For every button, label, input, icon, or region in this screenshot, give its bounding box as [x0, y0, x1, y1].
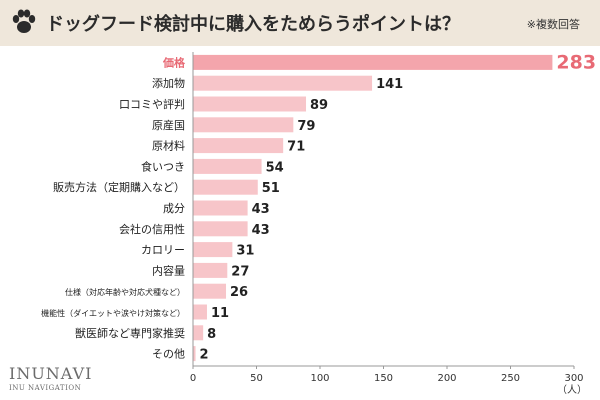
value-label-6: 54: [266, 160, 284, 175]
x-tick-label-0: 0: [190, 373, 196, 384]
brand-logo: INUNAVI INU NAVIGATION: [9, 364, 93, 393]
value-label-12: 26: [230, 285, 248, 300]
value-label-14: 8: [207, 327, 216, 342]
category-label-5: 原材料: [152, 139, 185, 153]
value-label-7: 51: [262, 181, 280, 196]
category-label-1: 価格: [162, 55, 186, 69]
chart-title: ドッグフード検討中に購入をためらうポイントは？: [46, 14, 460, 35]
bar-15: [193, 346, 196, 362]
bar-14: [193, 325, 204, 341]
bar-7: [193, 179, 258, 195]
value-label-8: 43: [252, 202, 270, 217]
bar-13: [193, 304, 207, 320]
header-bar: ドッグフード検討中に購入をためらうポイントは？ ※複数回答: [0, 0, 600, 46]
bar-6: [193, 158, 262, 174]
category-label-15: その他: [152, 348, 185, 361]
bar-1: [193, 54, 553, 70]
x-tick-label-150: 150: [374, 373, 393, 384]
bar-3: [193, 96, 307, 112]
category-label-4: 原産国: [152, 119, 185, 132]
bar-11: [193, 262, 228, 278]
bar-2: [193, 75, 373, 91]
category-label-13: 機能性（ダイエットや涙やけ対策など）: [41, 308, 185, 318]
value-label-11: 27: [231, 264, 249, 279]
category-label-11: 内容量: [152, 263, 185, 277]
bar-10: [193, 242, 233, 258]
paw-icon: [12, 9, 36, 33]
category-label-12: 仕様（対応年齢や対応犬種など）: [65, 287, 185, 297]
category-label-2: 添加物: [152, 76, 185, 90]
value-label-1: 283: [556, 51, 596, 73]
bar-12: [193, 283, 227, 299]
x-tick-label-250: 250: [501, 373, 520, 384]
value-label-15: 2: [200, 348, 209, 363]
value-label-5: 71: [287, 140, 305, 155]
x-tick-label-200: 200: [437, 373, 456, 384]
category-label-9: 会社の信用性: [119, 222, 185, 236]
bar-4: [193, 117, 294, 133]
x-tick-label-50: 50: [250, 373, 263, 384]
value-label-3: 89: [310, 98, 328, 113]
brand-name: INUNAVI: [9, 364, 93, 383]
x-tick-label-100: 100: [310, 373, 329, 384]
category-label-10: カロリー: [141, 244, 185, 257]
brand-subtitle: INU NAVIGATION: [9, 384, 82, 392]
multiple-answer-note: ※複数回答: [526, 18, 580, 31]
category-label-14: 獣医師など専門家推奨: [75, 326, 185, 340]
value-label-10: 31: [236, 244, 254, 259]
category-label-8: 成分: [163, 202, 185, 215]
value-label-4: 79: [297, 119, 315, 134]
value-label-2: 141: [376, 77, 403, 92]
category-label-6: 食いつき: [141, 159, 185, 173]
bar-9: [193, 221, 248, 237]
bar-8: [193, 200, 248, 216]
x-tick-label-300: 300: [564, 373, 583, 384]
x-unit-label: （人）: [557, 384, 587, 396]
bar-5: [193, 138, 284, 154]
category-label-3: 口コミや評判: [119, 97, 185, 111]
value-label-9: 43: [252, 223, 270, 238]
value-label-13: 11: [211, 306, 229, 321]
category-label-7: 販売方法（定期購入など）: [53, 180, 185, 194]
